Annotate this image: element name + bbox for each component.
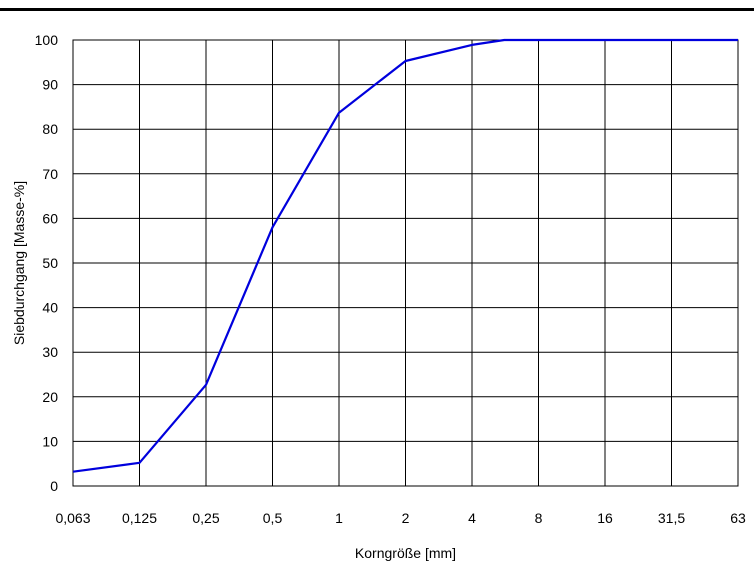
series-line (72, 38, 738, 473)
y-tick-label: 20 (42, 389, 58, 405)
y-tick-label: 80 (42, 121, 58, 137)
x-tick-label: 2 (402, 510, 410, 526)
x-tick-label: 0,125 (122, 510, 157, 526)
y-tick-label: 90 (42, 77, 58, 93)
y-tick-label: 60 (42, 210, 58, 226)
y-tick-label: 10 (42, 433, 58, 449)
plot-border (72, 39, 739, 487)
x-tick-labels: 0,063 0,125 0,25 0,5 1 2 4 8 16 31,5 63 (55, 510, 746, 526)
x-tick-label: 16 (597, 510, 613, 526)
y-tick-label: 70 (42, 166, 58, 182)
series-layer (72, 38, 738, 473)
y-tick-label: 50 (42, 255, 58, 271)
x-tick-label: 0,25 (192, 510, 219, 526)
y-axis-title: Siebdurchgang [Masse-%] (11, 181, 27, 345)
x-axis-title: Korngröße [mm] (355, 545, 456, 561)
y-tick-labels: 0 10 20 30 40 50 60 70 80 90 100 (35, 32, 59, 494)
y-tick-label: 0 (50, 478, 58, 494)
x-tick-label: 4 (468, 510, 476, 526)
x-tick-label: 1 (335, 510, 343, 526)
y-tick-label: 40 (42, 300, 58, 316)
top-rule (0, 8, 754, 11)
x-tick-label: 63 (730, 510, 746, 526)
x-tick-label: 31,5 (658, 510, 685, 526)
y-tick-label: 30 (42, 344, 58, 360)
x-tick-label: 0,5 (263, 510, 283, 526)
x-tick-label: 0,063 (55, 510, 90, 526)
grid (72, 39, 739, 487)
y-tick-label: 100 (35, 32, 59, 48)
x-tick-label: 8 (535, 510, 543, 526)
